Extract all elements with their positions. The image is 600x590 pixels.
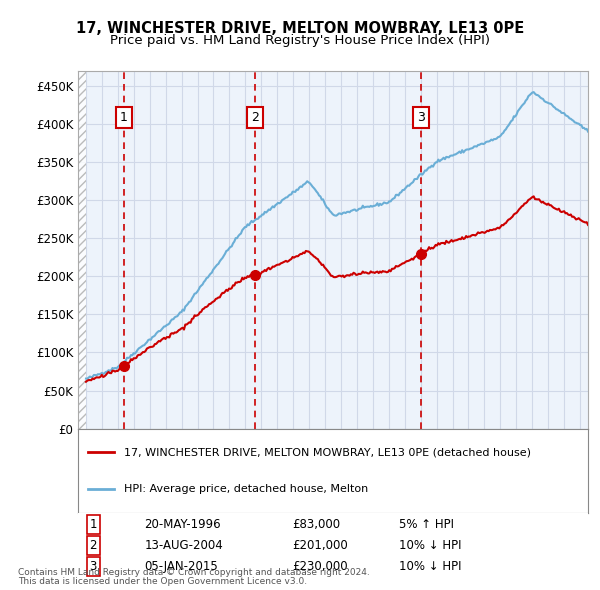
Text: 3: 3: [89, 560, 97, 573]
Text: 05-JAN-2015: 05-JAN-2015: [145, 560, 218, 573]
Text: Price paid vs. HM Land Registry's House Price Index (HPI): Price paid vs. HM Land Registry's House …: [110, 34, 490, 47]
Text: 3: 3: [417, 111, 425, 124]
Text: £230,000: £230,000: [292, 560, 348, 573]
Text: £83,000: £83,000: [292, 519, 340, 532]
Text: 10% ↓ HPI: 10% ↓ HPI: [400, 560, 462, 573]
Text: 17, WINCHESTER DRIVE, MELTON MOWBRAY, LE13 0PE: 17, WINCHESTER DRIVE, MELTON MOWBRAY, LE…: [76, 21, 524, 35]
Text: This data is licensed under the Open Government Licence v3.0.: This data is licensed under the Open Gov…: [18, 577, 307, 586]
Text: 20-MAY-1996: 20-MAY-1996: [145, 519, 221, 532]
Text: 10% ↓ HPI: 10% ↓ HPI: [400, 539, 462, 552]
Text: HPI: Average price, detached house, Melton: HPI: Average price, detached house, Melt…: [124, 484, 368, 494]
Text: 2: 2: [251, 111, 259, 124]
Bar: [78, 71, 86, 428]
Text: 13-AUG-2004: 13-AUG-2004: [145, 539, 223, 552]
Text: 17, WINCHESTER DRIVE, MELTON MOWBRAY, LE13 0PE (detached house): 17, WINCHESTER DRIVE, MELTON MOWBRAY, LE…: [124, 447, 531, 457]
Text: £201,000: £201,000: [292, 539, 348, 552]
Text: Contains HM Land Registry data © Crown copyright and database right 2024.: Contains HM Land Registry data © Crown c…: [18, 568, 370, 577]
Text: 1: 1: [89, 519, 97, 532]
Text: 1: 1: [120, 111, 128, 124]
Text: 5% ↑ HPI: 5% ↑ HPI: [400, 519, 454, 532]
Text: 2: 2: [89, 539, 97, 552]
